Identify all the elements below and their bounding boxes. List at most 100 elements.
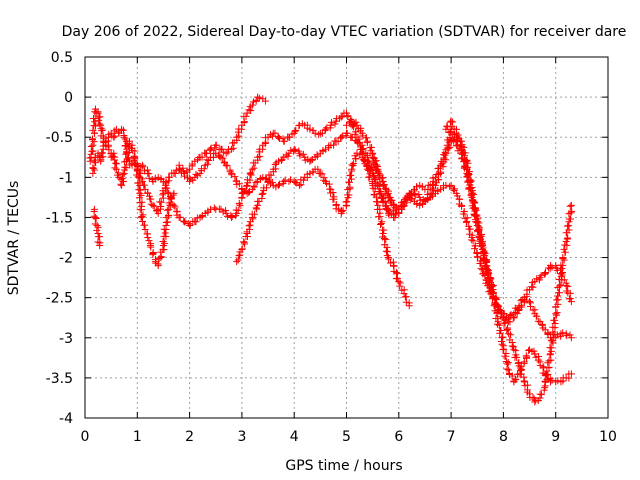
point-trail (181, 172, 193, 182)
data-point (379, 229, 387, 237)
point-trail (188, 160, 196, 170)
point-trail (449, 185, 459, 195)
point-trail (434, 187, 442, 195)
point-trail (176, 213, 188, 225)
point-trail (313, 151, 321, 160)
point-trail (424, 181, 432, 194)
point-trail (215, 151, 224, 161)
x-tick-label: 5 (342, 429, 351, 445)
point-trail (342, 167, 356, 206)
point-trail (224, 145, 233, 156)
data-point (144, 234, 152, 241)
data-point (165, 205, 173, 213)
point-trail (437, 151, 450, 176)
data-point (494, 302, 502, 310)
data-point (275, 157, 283, 165)
point-trail (97, 124, 108, 142)
point-trail (145, 237, 155, 248)
point-trail (151, 174, 159, 183)
point-trail (286, 176, 294, 184)
point-trail (309, 168, 317, 176)
point-trail (136, 191, 147, 222)
point-trail (117, 175, 125, 188)
data-point (112, 165, 120, 173)
point-trail (532, 352, 543, 364)
data-point (141, 225, 149, 233)
point-trail (219, 206, 230, 216)
point-trail (149, 251, 159, 264)
point-trail (483, 268, 497, 290)
point-trail (255, 94, 263, 102)
data-point (400, 197, 408, 205)
point-trail (330, 137, 339, 149)
point-trail (95, 153, 105, 162)
data-point (290, 145, 298, 153)
point-trail (86, 143, 97, 162)
series-track-2 (86, 93, 269, 217)
point-trail (354, 138, 364, 147)
point-trail (186, 175, 197, 184)
data-point (322, 145, 330, 153)
point-trail (171, 166, 180, 177)
point-trail (350, 118, 360, 127)
point-trail (463, 169, 476, 199)
point-trail (90, 207, 98, 220)
point-trail (291, 178, 301, 187)
point-trail (327, 118, 339, 128)
point-trail (255, 145, 267, 160)
point-trail (364, 157, 376, 175)
point-trail (128, 157, 138, 167)
point-trail (319, 146, 327, 155)
data-point (505, 366, 513, 374)
point-trail (348, 152, 360, 170)
y-tick-label: -3 (59, 331, 73, 347)
point-trail (186, 217, 197, 229)
point-trail (533, 275, 543, 284)
data-point (110, 133, 118, 141)
point-trail (250, 178, 260, 191)
y-tick-label: -2 (59, 251, 73, 267)
point-trail (458, 202, 471, 222)
point-trail (192, 214, 201, 226)
point-trail (428, 184, 438, 194)
series-track-7 (343, 117, 575, 342)
point-trail (121, 135, 130, 150)
point-trail (243, 169, 255, 187)
point-trail (245, 188, 253, 196)
point-trail (271, 159, 280, 173)
x-tick-label: 1 (133, 429, 142, 445)
point-trail (154, 191, 167, 213)
y-tick-label: -0.5 (46, 130, 73, 146)
data-point (369, 153, 377, 161)
x-axis-label: GPS time / hours (285, 458, 402, 474)
point-trail (275, 134, 287, 143)
data-point (96, 242, 104, 250)
point-trail (515, 298, 528, 311)
point-trail (291, 146, 303, 155)
data-point (337, 133, 345, 141)
data-point (567, 201, 575, 209)
point-trail (286, 130, 296, 141)
point-trail (333, 115, 343, 123)
point-trail (254, 190, 266, 206)
point-trail (439, 182, 448, 192)
point-trail (171, 203, 181, 219)
data-point (510, 346, 518, 354)
data-point (128, 141, 136, 149)
point-trail (345, 118, 354, 127)
point-trail (248, 204, 261, 218)
point-trail (537, 270, 549, 280)
data-point (120, 133, 128, 141)
axis-ticks: 0 1 2 3 4 5 6 7 8 9 10 0.5 0 -0.5 -1 -1.5 -2 -2.5 -3 -3.5 -4 (46, 50, 617, 445)
point-trail (280, 133, 292, 145)
data-point (353, 149, 361, 157)
point-trail (536, 384, 549, 399)
point-trail (162, 206, 173, 226)
data-point (165, 189, 173, 197)
data-point (180, 217, 188, 225)
data-point (261, 97, 269, 105)
point-trail (223, 162, 234, 176)
data-point (452, 129, 460, 137)
point-trail (356, 151, 364, 159)
point-trail (282, 151, 292, 160)
